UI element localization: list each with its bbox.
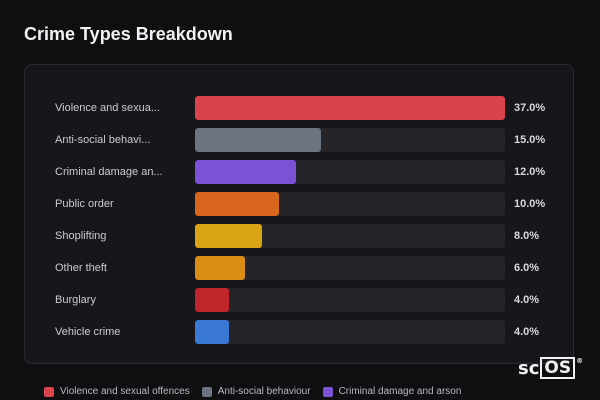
bar-value-label: 15.0% [514, 134, 546, 146]
bar-row: Burglary 4.0% [25, 288, 573, 312]
bar-track [195, 160, 505, 184]
bar-value-label: 8.0% [514, 230, 540, 242]
bar-label: Violence and sexua... [55, 102, 160, 114]
bar-track [195, 320, 505, 344]
bar-track [195, 96, 505, 120]
bar-label: Other theft [55, 262, 107, 274]
bar-label: Shoplifting [55, 230, 107, 242]
legend-item: Violence and sexual offences [44, 386, 190, 397]
bar [195, 288, 229, 312]
legend-item: Anti-social behaviour [201, 386, 311, 397]
bar-label: Public order [55, 198, 114, 210]
logo-registered-mark: ® [576, 357, 584, 365]
chart-legend: Violence and sexual offences Anti-social … [44, 386, 461, 397]
legend-item: Criminal damage and arson [322, 386, 462, 397]
legend-label: Criminal damage and arson [338, 386, 462, 397]
bar-track [195, 256, 505, 280]
bar-row: Other theft 6.0% [25, 256, 573, 280]
legend-swatch [322, 386, 333, 397]
bar-label: Burglary [55, 294, 96, 306]
bar-label: Criminal damage an... [55, 166, 163, 178]
chart-title: Crime Types Breakdown [24, 24, 233, 44]
bar-value-label: 4.0% [514, 294, 540, 306]
bar-row: Violence and sexua... 37.0% [25, 96, 573, 120]
bar-value-label: 6.0% [514, 262, 540, 274]
legend-swatch [44, 386, 54, 397]
bar-label: Vehicle crime [55, 326, 121, 338]
bar-track [195, 224, 505, 248]
logo-text-plain: sc [518, 357, 540, 379]
bar-row: Criminal damage an... 12.0% [25, 160, 573, 184]
legend-swatch [201, 386, 212, 397]
logo-text-boxed: OS [540, 357, 576, 379]
bar [195, 256, 246, 280]
bar-track [195, 192, 505, 216]
scos-logo: sc OS ® [518, 357, 583, 379]
bar-value-label: 12.0% [514, 166, 546, 178]
bar-row: Anti-social behavi... 15.0% [25, 128, 573, 152]
bar-track [195, 128, 505, 152]
bar [195, 192, 279, 216]
bar-track [195, 288, 505, 312]
bar [195, 128, 321, 152]
bar [195, 160, 296, 184]
bar [195, 96, 505, 120]
bar-row: Public order 10.0% [25, 192, 573, 216]
bar-value-label: 10.0% [514, 198, 546, 210]
legend-label: Violence and sexual offences [60, 386, 190, 397]
bar-row: Vehicle crime 4.0% [25, 320, 573, 344]
bar-value-label: 4.0% [514, 326, 540, 338]
bar [195, 320, 229, 344]
bar-value-label: 37.0% [514, 102, 546, 114]
bar [195, 224, 263, 248]
legend-label: Anti-social behaviour [217, 386, 311, 397]
chart-card: Violence and sexua... 37.0% Anti-social be… [24, 64, 574, 364]
bar-label: Anti-social behavi... [55, 134, 151, 146]
bar-row: Shoplifting 8.0% [25, 224, 573, 248]
